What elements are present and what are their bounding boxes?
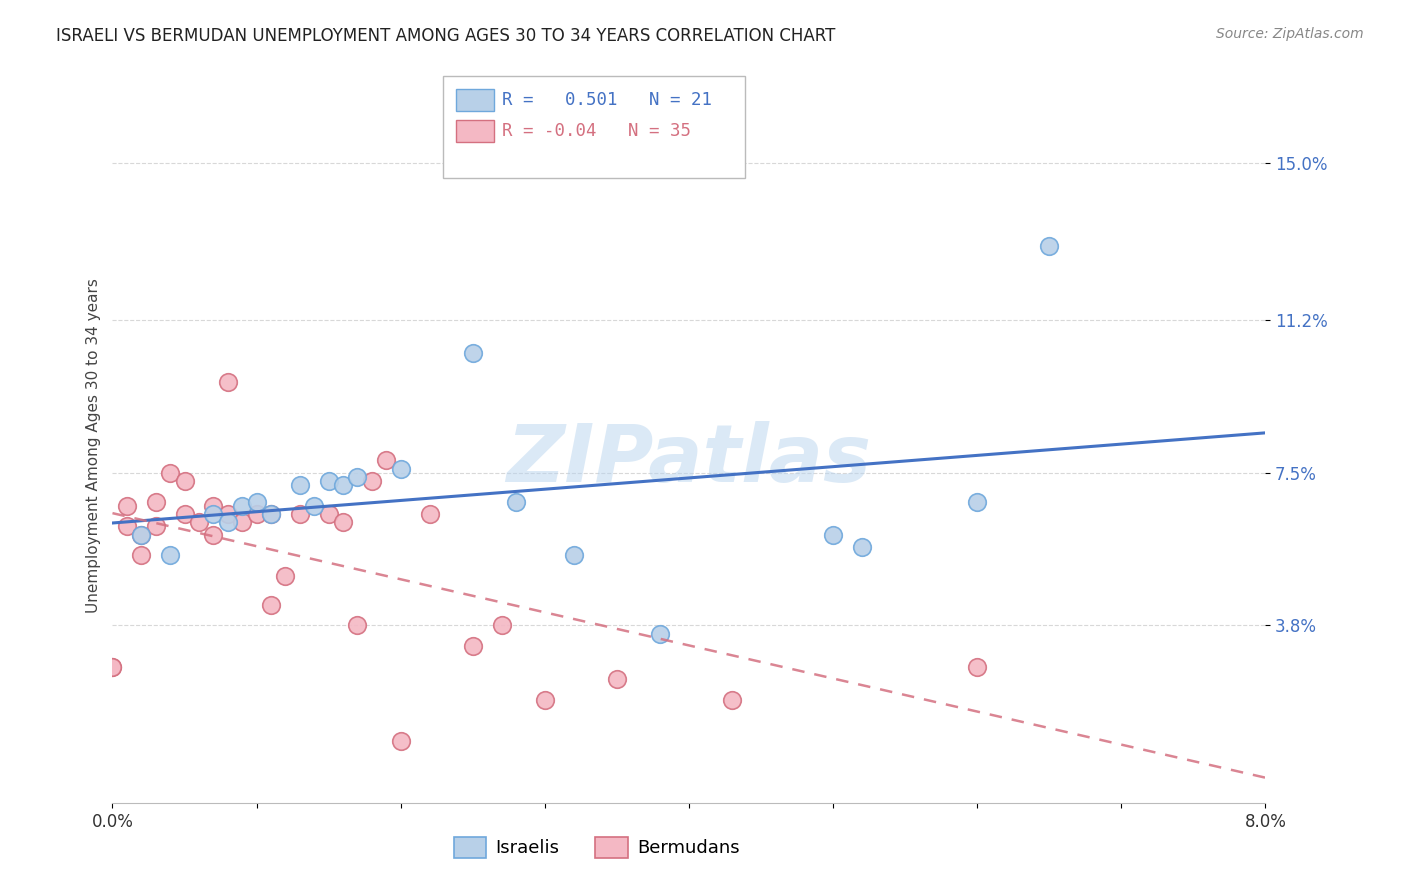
Point [491, 618, 513, 632]
Point [101, 659, 124, 673]
Point [304, 499, 326, 513]
Point [260, 507, 283, 521]
Point [173, 507, 195, 521]
Point [389, 461, 412, 475]
Point [159, 549, 181, 563]
Text: R =   0.501   N = 21: R = 0.501 N = 21 [502, 91, 711, 109]
Point [159, 466, 181, 480]
Point [606, 672, 628, 686]
Point [288, 507, 311, 521]
Point [1038, 239, 1060, 253]
Point [332, 478, 354, 492]
Point [217, 375, 239, 389]
Point [346, 618, 368, 632]
Point [129, 549, 153, 563]
Text: Source: ZipAtlas.com: Source: ZipAtlas.com [1216, 27, 1364, 41]
Point [115, 519, 138, 533]
Point [260, 507, 283, 521]
Text: ZIPatlas: ZIPatlas [506, 421, 872, 500]
Point [318, 507, 340, 521]
Point [332, 516, 354, 530]
Point [288, 478, 311, 492]
Point [202, 499, 225, 513]
Point [260, 598, 283, 612]
Point [246, 507, 269, 521]
Point [360, 474, 382, 488]
Point [274, 569, 297, 583]
Y-axis label: Unemployment Among Ages 30 to 34 years: Unemployment Among Ages 30 to 34 years [86, 278, 101, 614]
Point [419, 507, 441, 521]
Point [966, 494, 988, 508]
Point [821, 527, 844, 541]
Point [461, 639, 484, 653]
Point [461, 346, 484, 360]
Point [966, 659, 988, 673]
Point [129, 527, 153, 541]
Point [346, 470, 368, 484]
Point [145, 519, 167, 533]
Point [231, 499, 253, 513]
Point [231, 516, 253, 530]
Point [188, 516, 211, 530]
Point [202, 527, 225, 541]
Point [145, 494, 167, 508]
Point [217, 507, 239, 521]
Point [533, 692, 555, 706]
Point [115, 499, 138, 513]
Point [101, 659, 124, 673]
Point [318, 474, 340, 488]
Point [375, 453, 398, 467]
Point [851, 540, 873, 554]
Point [648, 626, 672, 640]
Legend: Israelis, Bermudans: Israelis, Bermudans [447, 830, 747, 865]
Point [721, 692, 744, 706]
Point [246, 494, 269, 508]
Point [173, 474, 195, 488]
Text: R = -0.04   N = 35: R = -0.04 N = 35 [502, 122, 690, 140]
Text: ISRAELI VS BERMUDAN UNEMPLOYMENT AMONG AGES 30 TO 34 YEARS CORRELATION CHART: ISRAELI VS BERMUDAN UNEMPLOYMENT AMONG A… [56, 27, 835, 45]
Point [217, 516, 239, 530]
Point [202, 507, 225, 521]
Point [505, 494, 527, 508]
Point [129, 527, 153, 541]
Point [562, 549, 585, 563]
Point [389, 734, 412, 748]
